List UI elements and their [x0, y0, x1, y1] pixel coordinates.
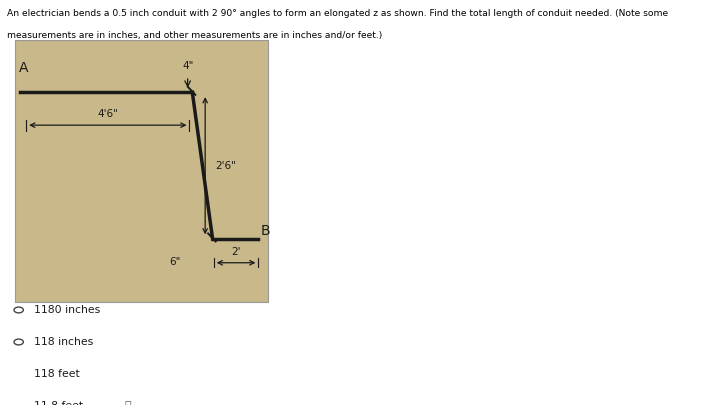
Text: 2'6": 2'6"	[216, 161, 237, 171]
Text: 118 feet: 118 feet	[34, 369, 80, 379]
Text: 4'6": 4'6"	[97, 109, 118, 119]
Text: 6": 6"	[169, 257, 180, 266]
Text: A: A	[19, 62, 29, 75]
Text: B: B	[261, 224, 270, 239]
Text: 118 inches: 118 inches	[34, 337, 93, 347]
Text: 👋: 👋	[124, 401, 131, 405]
Text: measurements are in inches, and other measurements are in inches and/or feet.): measurements are in inches, and other me…	[7, 31, 382, 40]
Text: 11.8 feet: 11.8 feet	[34, 401, 83, 405]
Text: 4": 4"	[182, 61, 193, 71]
Text: 1180 inches: 1180 inches	[34, 305, 100, 315]
Text: An electrician bends a 0.5 inch conduit with 2 90° angles to form an elongated z: An electrician bends a 0.5 inch conduit …	[7, 9, 668, 18]
Text: 2': 2'	[231, 247, 241, 257]
